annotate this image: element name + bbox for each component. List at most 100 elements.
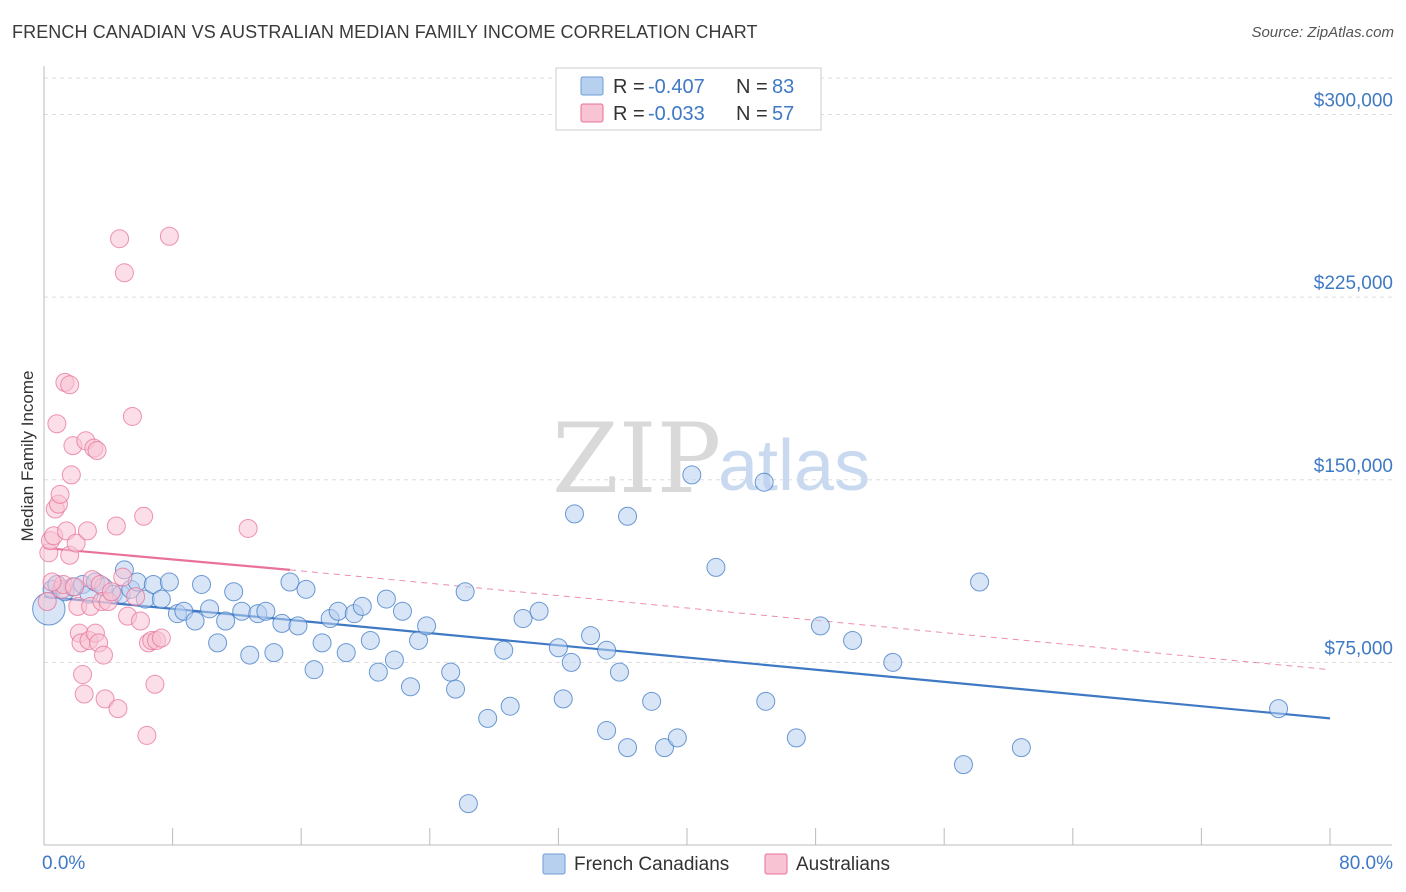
data-point-0-75 xyxy=(756,691,776,711)
data-point-1-55 xyxy=(238,518,258,538)
data-point-0-56 xyxy=(500,696,520,716)
data-point-1-37 xyxy=(102,582,122,602)
series-legend-swatch-blue xyxy=(542,853,566,875)
data-point-1-30 xyxy=(87,441,107,461)
data-point-0-17 xyxy=(159,572,179,592)
data-point-1-47 xyxy=(134,506,154,526)
data-point-0-58 xyxy=(529,601,549,621)
data-point-0-16 xyxy=(151,589,171,609)
data-point-1-45 xyxy=(126,587,146,607)
data-point-1-41 xyxy=(113,567,133,587)
data-point-0-62 xyxy=(564,504,584,524)
data-point-0-78 xyxy=(843,630,863,650)
data-point-0-46 xyxy=(392,601,412,621)
data-point-0-61 xyxy=(561,652,581,672)
data-point-0-51 xyxy=(446,679,466,699)
data-point-0-35 xyxy=(304,660,324,680)
data-point-1-51 xyxy=(145,674,165,694)
trend-line-1 xyxy=(43,546,291,571)
data-point-0-42 xyxy=(360,630,380,650)
chart-title: FRENCH CANADIAN VS AUSTRALIAN MEDIAN FAM… xyxy=(12,22,758,42)
data-point-0-26 xyxy=(232,601,252,621)
data-point-0-44 xyxy=(376,589,396,609)
data-point-1-35 xyxy=(95,689,115,709)
data-point-0-59 xyxy=(548,638,568,658)
data-point-0-53 xyxy=(458,794,478,814)
data-point-0-39 xyxy=(336,643,356,663)
data-point-0-50 xyxy=(441,662,461,682)
y-tick-label-2: $225,000 xyxy=(1314,273,1393,294)
data-point-1-14 xyxy=(61,465,81,485)
data-point-1-39 xyxy=(108,699,128,719)
data-point-0-25 xyxy=(224,582,244,602)
data-point-0-79 xyxy=(883,652,903,672)
legend-n-label-pink: N = xyxy=(736,103,768,125)
data-point-1-21 xyxy=(73,665,93,685)
data-point-1-34 xyxy=(93,645,113,665)
series-legend: French Canadians Australians xyxy=(542,853,890,875)
data-point-0-23 xyxy=(208,633,228,653)
data-point-0-80 xyxy=(953,755,973,775)
axes xyxy=(43,66,1392,846)
legend-swatch-blue xyxy=(580,76,604,96)
data-point-1-17 xyxy=(66,533,86,553)
chart-source: Source: ZipAtlas.com xyxy=(1251,24,1394,41)
legend-r-label-pink: R = xyxy=(613,103,645,125)
y-tick-label-1: $150,000 xyxy=(1314,456,1393,477)
data-point-0-21 xyxy=(192,574,212,594)
data-point-0-36 xyxy=(312,633,332,653)
data-point-1-46 xyxy=(130,611,150,631)
data-point-1-48 xyxy=(137,725,157,745)
data-point-0-22 xyxy=(200,599,220,619)
data-point-0-47 xyxy=(401,677,421,697)
data-point-0-32 xyxy=(280,572,300,592)
data-point-0-54 xyxy=(478,708,498,728)
data-point-0-45 xyxy=(384,650,404,670)
data-point-0-48 xyxy=(409,630,429,650)
data-point-1-54 xyxy=(159,226,179,246)
data-point-0-76 xyxy=(786,728,806,748)
watermark-atlas: atlas xyxy=(718,426,870,506)
legend-n-value-blue: 83 xyxy=(772,76,794,98)
data-point-0-68 xyxy=(618,506,638,526)
data-point-0-74 xyxy=(754,472,774,492)
legend-n-label-blue: N = xyxy=(736,76,768,98)
series-legend-label-pink: Australians xyxy=(796,854,890,875)
data-point-0-55 xyxy=(494,640,514,660)
data-point-0-82 xyxy=(1011,738,1031,758)
data-point-0-49 xyxy=(417,616,437,636)
y-tick-labels: $75,000 $150,000 $225,000 $300,000 xyxy=(1314,91,1393,660)
legend-swatch-pink xyxy=(580,103,604,123)
y-tick-label-0: $75,000 xyxy=(1324,638,1393,659)
data-point-0-71 xyxy=(667,728,687,748)
legend-r-value-pink: -0.033 xyxy=(648,103,705,125)
data-point-0-34 xyxy=(296,579,316,599)
y-axis-label: Median Family Income xyxy=(18,370,37,541)
data-point-0-27 xyxy=(240,645,260,665)
data-point-1-0 xyxy=(37,592,57,612)
data-point-0-83 xyxy=(1269,699,1289,719)
data-point-1-38 xyxy=(106,516,126,536)
data-point-0-20 xyxy=(185,611,205,631)
data-point-0-43 xyxy=(368,662,388,682)
data-point-0-70 xyxy=(654,738,674,758)
x-tick-max-label: 80.0% xyxy=(1339,853,1393,874)
x-tick-min-label: 0.0% xyxy=(42,853,85,874)
data-point-0-30 xyxy=(264,643,284,663)
data-point-1-24 xyxy=(77,521,97,541)
data-point-1-40 xyxy=(110,229,130,249)
trend-lines xyxy=(43,546,1331,720)
data-point-0-24 xyxy=(216,611,236,631)
data-point-0-72 xyxy=(682,465,702,485)
trend-line-extension-1 xyxy=(289,569,1331,671)
data-point-1-42 xyxy=(114,263,134,283)
data-point-1-22 xyxy=(74,684,94,704)
data-point-0-64 xyxy=(597,721,617,741)
data-point-0-81 xyxy=(970,572,990,592)
watermark: ZIP atlas xyxy=(552,403,870,515)
legend-n-value-pink: 57 xyxy=(772,103,794,125)
data-point-1-53 xyxy=(151,628,171,648)
legend-r-value-blue: -0.407 xyxy=(648,76,705,98)
data-point-0-33 xyxy=(288,616,308,636)
